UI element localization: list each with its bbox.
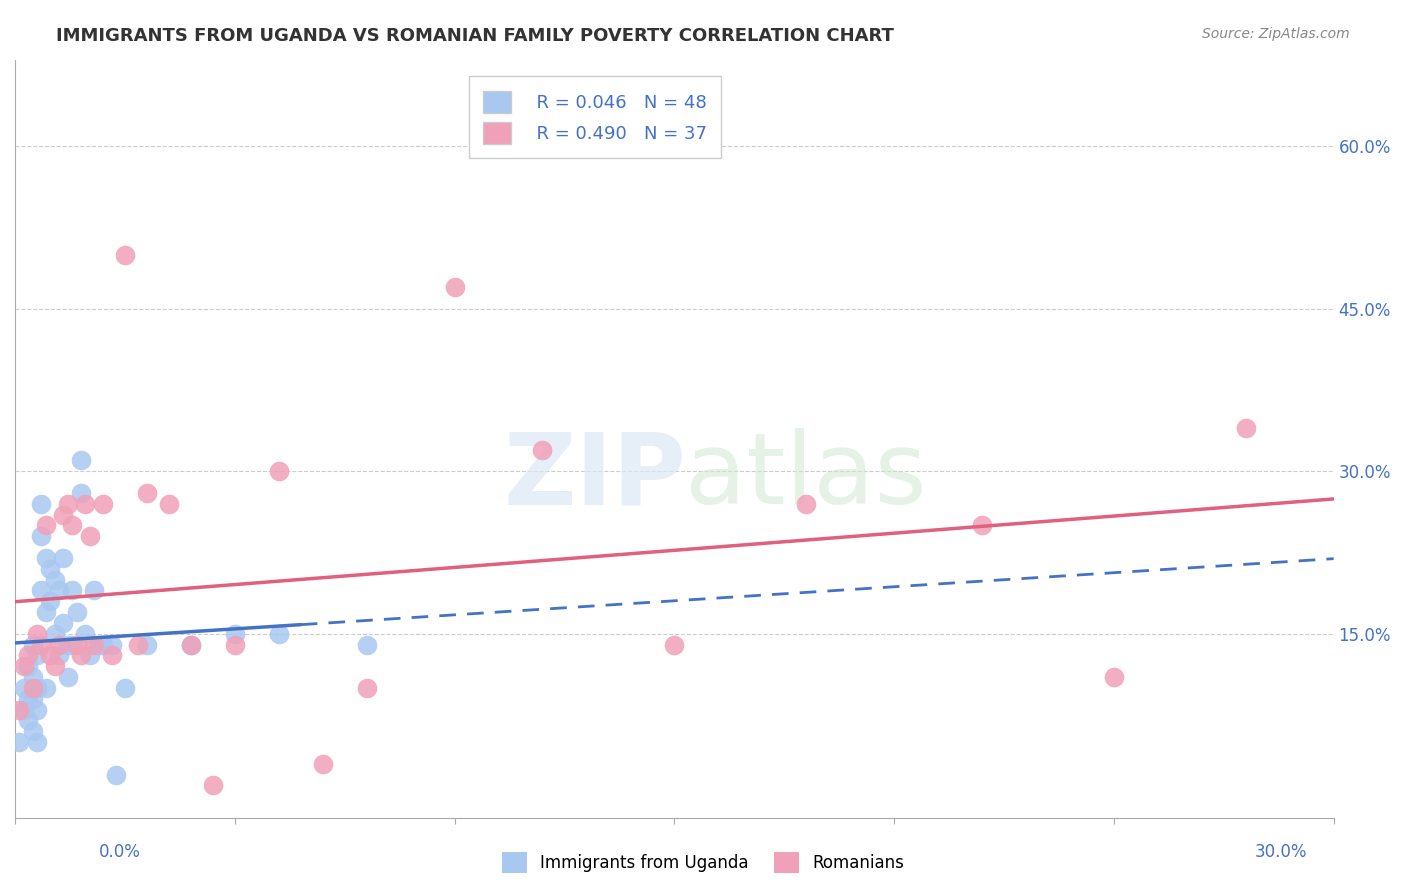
Point xyxy=(201,779,224,793)
Point xyxy=(75,497,97,511)
Point xyxy=(91,497,114,511)
Point xyxy=(21,670,44,684)
Point xyxy=(180,638,202,652)
Point xyxy=(8,735,31,749)
Point xyxy=(135,638,157,652)
Legend:   R = 0.046   N = 48,   R = 0.490   N = 37: R = 0.046 N = 48, R = 0.490 N = 37 xyxy=(470,76,721,158)
Point xyxy=(56,497,79,511)
Point xyxy=(48,583,70,598)
Point xyxy=(35,518,58,533)
Point xyxy=(70,648,93,663)
Point xyxy=(267,626,290,640)
Point xyxy=(30,638,52,652)
Point xyxy=(13,681,35,695)
Point xyxy=(30,583,52,598)
Point xyxy=(531,442,554,457)
Point xyxy=(25,626,48,640)
Point xyxy=(664,638,686,652)
Point xyxy=(21,691,44,706)
Point xyxy=(87,638,110,652)
Point xyxy=(65,605,87,619)
Point xyxy=(60,583,83,598)
Point xyxy=(75,626,97,640)
Text: 30.0%: 30.0% xyxy=(1256,843,1308,861)
Point xyxy=(970,518,993,533)
Point xyxy=(21,724,44,739)
Point xyxy=(30,497,52,511)
Point xyxy=(39,594,62,608)
Point xyxy=(21,681,44,695)
Point xyxy=(25,681,48,695)
Point xyxy=(39,648,62,663)
Point xyxy=(135,486,157,500)
Legend: Immigrants from Uganda, Romanians: Immigrants from Uganda, Romanians xyxy=(495,846,911,880)
Point xyxy=(79,529,101,543)
Point xyxy=(267,464,290,478)
Point xyxy=(114,247,136,261)
Point xyxy=(56,638,79,652)
Point xyxy=(65,638,87,652)
Point xyxy=(17,691,39,706)
Point xyxy=(13,703,35,717)
Point xyxy=(48,648,70,663)
Point xyxy=(35,605,58,619)
Point xyxy=(83,638,105,652)
Point xyxy=(25,648,48,663)
Point xyxy=(17,648,39,663)
Point xyxy=(100,648,122,663)
Point xyxy=(52,508,75,522)
Point xyxy=(25,703,48,717)
Point xyxy=(224,638,246,652)
Text: IMMIGRANTS FROM UGANDA VS ROMANIAN FAMILY POVERTY CORRELATION CHART: IMMIGRANTS FROM UGANDA VS ROMANIAN FAMIL… xyxy=(56,27,894,45)
Point xyxy=(13,659,35,673)
Point xyxy=(35,681,58,695)
Text: ZIP: ZIP xyxy=(503,428,686,525)
Point xyxy=(224,626,246,640)
Point xyxy=(8,703,31,717)
Point xyxy=(127,638,149,652)
Point xyxy=(48,638,70,652)
Point xyxy=(356,681,378,695)
Point xyxy=(35,550,58,565)
Point xyxy=(91,638,114,652)
Point xyxy=(312,756,335,771)
Point xyxy=(114,681,136,695)
Point xyxy=(1234,421,1257,435)
Point xyxy=(17,659,39,673)
Point xyxy=(52,615,75,630)
Point xyxy=(52,550,75,565)
Point xyxy=(56,670,79,684)
Point xyxy=(100,638,122,652)
Point xyxy=(39,562,62,576)
Point xyxy=(44,573,66,587)
Point xyxy=(83,583,105,598)
Point xyxy=(25,735,48,749)
Point xyxy=(794,497,817,511)
Point xyxy=(70,453,93,467)
Point xyxy=(1102,670,1125,684)
Point xyxy=(443,280,465,294)
Point xyxy=(157,497,180,511)
Point xyxy=(21,638,44,652)
Point xyxy=(79,648,101,663)
Text: atlas: atlas xyxy=(685,428,927,525)
Point xyxy=(60,518,83,533)
Point xyxy=(44,659,66,673)
Text: 0.0%: 0.0% xyxy=(98,843,141,861)
Point xyxy=(44,626,66,640)
Text: Source: ZipAtlas.com: Source: ZipAtlas.com xyxy=(1202,27,1350,41)
Point xyxy=(105,767,128,781)
Point xyxy=(60,638,83,652)
Point xyxy=(180,638,202,652)
Point xyxy=(70,486,93,500)
Point xyxy=(17,714,39,728)
Point xyxy=(30,529,52,543)
Point xyxy=(356,638,378,652)
